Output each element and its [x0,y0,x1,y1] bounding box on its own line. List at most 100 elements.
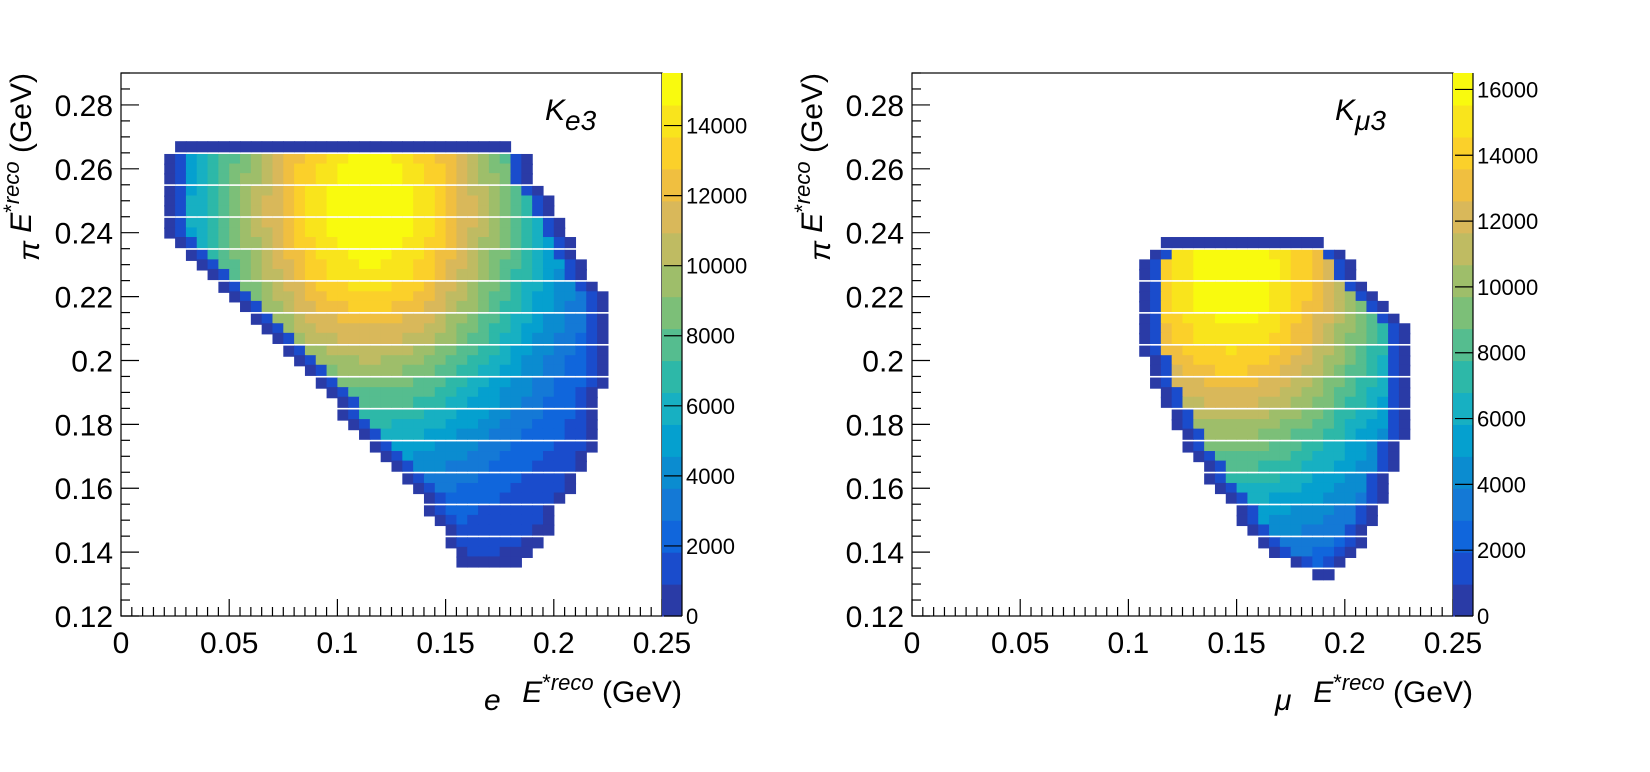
heatmap-bin [272,185,284,198]
heatmap-bin [1236,259,1249,271]
heatmap-bin [532,249,544,261]
heatmap-bin [369,313,382,325]
heatmap-bin [1139,259,1151,271]
heatmap-bin [434,313,447,325]
heatmap-bin [261,300,274,313]
heatmap-bin [1182,441,1194,453]
heatmap-bin [1333,492,1346,504]
heatmap-bin [1214,345,1227,357]
heatmap-bin [294,249,306,261]
heatmap-bin [521,460,533,472]
heatmap-bin [337,291,349,303]
heatmap-bin [283,227,295,239]
heatmap-bin [326,259,338,271]
heatmap-bin [369,217,382,229]
heatmap-bin [185,205,198,217]
heatmap-bin [434,514,447,527]
heatmap-bin [1279,268,1292,281]
heatmap-bin [240,173,252,185]
heatmap-bin [510,492,522,504]
heatmap-bin [1225,441,1238,453]
heatmap-bin [229,205,241,217]
heatmap-bin [304,332,317,344]
plot-title: Ke3 [545,94,597,136]
heatmap-bin [564,323,577,335]
heatmap-bin [283,291,295,303]
heatmap-bin [1182,428,1194,440]
heatmap-bin [445,205,458,217]
heatmap-bin [553,259,566,271]
heatmap-bin [499,419,512,431]
heatmap-bin [1377,492,1389,504]
heatmap-bin [207,237,219,249]
heatmap-bin [434,482,447,495]
heatmap-bin [445,249,458,261]
heatmap-bin [413,364,425,376]
heatmap-bin [326,185,338,198]
heatmap-bin [1279,387,1292,399]
heatmap-bin [586,419,598,431]
colorbar-segment [662,520,682,553]
heatmap-bin [1290,355,1303,367]
heatmap-bin [1225,323,1238,335]
heatmap-bin [1160,281,1173,293]
x-tick-label: 0 [904,627,921,660]
heatmap-bin [391,387,403,399]
heatmap-bin [175,227,187,239]
heatmap-bin [1301,291,1313,303]
x-title-unit: (GeV) [594,676,682,709]
heatmap-bin [510,514,522,527]
heatmap-bin [1160,237,1173,249]
heatmap-bin [488,227,501,239]
heatmap-bin [521,332,533,344]
heatmap-bin [1214,364,1227,376]
heatmap-bin [510,355,522,367]
heatmap-bin [542,227,555,239]
heatmap-bin [456,185,468,198]
y-tick-label: 0.26 [55,154,113,187]
heatmap-bin [1139,323,1151,335]
heatmap-bin [478,141,490,153]
heatmap-bin [1193,377,1205,389]
heatmap-bin [261,217,274,229]
heatmap-bin [1258,249,1270,261]
heatmap-bin [369,141,382,153]
heatmap-bin [1333,377,1346,389]
heatmap-bin [1333,428,1346,440]
heatmap-bin [1333,355,1346,367]
heatmap-bin [261,163,274,175]
heatmap-bin [423,364,436,376]
heatmap-bin [445,195,458,207]
heatmap-bin [1333,268,1346,281]
heatmap-bin [542,300,555,313]
heatmap-bin [467,355,479,367]
heatmap-bin [1182,313,1194,325]
heatmap-bin [1160,355,1173,367]
heatmap-bin [369,409,382,421]
heatmap-bin [1225,492,1238,504]
heatmap-bin [1236,492,1249,504]
heatmap-bin [207,205,219,217]
heatmap-bin [294,281,306,293]
heatmap-bin [1269,300,1281,313]
heatmap-bin [261,281,274,293]
heatmap-bin [456,492,468,504]
y-axis-title: E*reco (GeV) [0,73,38,233]
heatmap-bin [553,217,566,229]
heatmap-bin [1290,281,1303,293]
heatmap-bin [467,205,479,217]
heatmap-bin [499,387,512,399]
heatmap-bin [1182,364,1194,376]
y-tick-label: 0.2 [862,345,904,378]
heatmap-bin [510,195,522,207]
heatmap-bin [467,300,479,313]
heatmap-bin [1333,323,1346,335]
heatmap-bin [229,249,241,261]
heatmap-bin [218,153,230,166]
heatmap-bin [413,249,425,261]
heatmap-bin [391,364,403,376]
heatmap-bin [532,492,544,504]
heatmap-bin [1279,259,1292,271]
heatmap-bin [261,313,274,325]
heatmap-bin [564,419,577,431]
